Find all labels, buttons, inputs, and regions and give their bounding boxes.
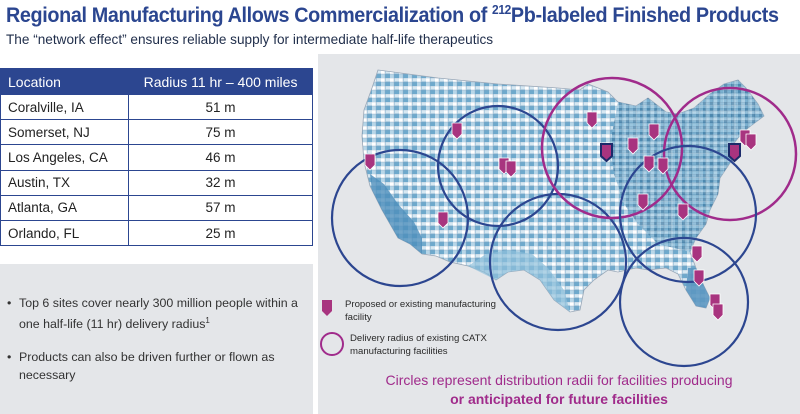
facility-pin	[437, 211, 449, 229]
note-text-delivery: Products can also be driven further or f…	[19, 350, 275, 382]
cell-radius: 32 m	[128, 169, 313, 196]
facility-pin	[451, 122, 463, 140]
radius-circle-midatlantic	[618, 144, 758, 284]
facility-pin	[637, 193, 649, 211]
map-caption-line1: Circles represent distribution radii for…	[385, 372, 733, 388]
facility-pin	[643, 155, 655, 173]
legend-facility-label: Proposed or existing manufacturing facil…	[345, 299, 496, 323]
cell-location: Atlanta, GA	[0, 194, 130, 221]
cell-radius: 57 m	[128, 194, 313, 221]
radius-circle-coralville	[540, 76, 684, 220]
cell-location: Somerset, NJ	[0, 119, 130, 146]
facility-pin	[712, 303, 724, 321]
footnote-ref: 1	[205, 316, 210, 325]
cell-location: Los Angeles, CA	[0, 144, 130, 171]
header-location: Location	[0, 68, 130, 95]
page-subtitle: The “network effect” ensures reliable su…	[6, 32, 494, 47]
cell-radius: 25 m	[128, 219, 313, 247]
facility-pin	[693, 269, 705, 287]
florida-peninsula	[686, 268, 710, 308]
facility-pin	[691, 245, 703, 263]
facility-pin	[657, 157, 669, 175]
legend-circle-icon	[320, 332, 344, 356]
facility-pin	[586, 111, 598, 129]
facility-pin	[505, 160, 517, 178]
table-row: Coralville, IA 51 m	[0, 93, 313, 121]
legend-pin-icon	[322, 300, 332, 316]
map-caption-line2: or anticipated for future facilities	[450, 391, 668, 407]
facility-pins	[364, 111, 757, 321]
table-row: Orlando, FL 25 m	[0, 219, 313, 247]
legend-radius-label: Delivery radius of existing CATX manufac…	[350, 333, 487, 357]
note-text-coverage: Top 6 sites cover nearly 300 million peo…	[19, 296, 298, 332]
radius-circle-denver	[436, 104, 560, 228]
table-row: Somerset, NJ 75 m	[0, 119, 313, 146]
table-row: Los Angeles, CA 46 m	[0, 144, 313, 171]
cell-radius: 46 m	[128, 144, 313, 171]
radius-circle-southeast	[618, 236, 750, 368]
facility-pin	[745, 133, 757, 151]
cell-radius: 75 m	[128, 119, 313, 146]
cell-radius: 51 m	[128, 93, 313, 121]
notes-panel: • Top 6 sites cover nearly 300 million p…	[0, 264, 313, 414]
table-header-row: Location Radius 11 hr – 400 miles	[0, 68, 313, 95]
facility-pin	[364, 153, 376, 171]
cell-location: Orlando, FL	[0, 219, 130, 247]
existing-facility-pin-somerset	[728, 143, 741, 163]
bullet-dot: •	[7, 350, 12, 364]
us-map-graphic	[330, 69, 798, 368]
bullet-dot: •	[7, 296, 12, 310]
sites-table: Location Radius 11 hr – 400 miles Coralv…	[0, 68, 313, 247]
table-row: Atlanta, GA 57 m	[0, 194, 313, 221]
existing-facility-pin-coralville	[600, 143, 613, 163]
cell-location: Austin, TX	[0, 169, 130, 196]
page-title: Regional Manufacturing Allows Commercial…	[6, 2, 779, 27]
cell-location: Coralville, IA	[0, 93, 130, 121]
header-radius: Radius 11 hr – 400 miles	[128, 68, 313, 95]
us-map-panel	[318, 54, 800, 414]
california-coast-region	[370, 174, 422, 254]
radius-circle-somerset	[662, 86, 798, 222]
facility-pin	[627, 137, 639, 155]
table-row: Austin, TX 32 m	[0, 169, 313, 196]
texas-region	[468, 250, 570, 312]
facility-pin	[677, 203, 689, 221]
facility-pin	[648, 123, 660, 141]
